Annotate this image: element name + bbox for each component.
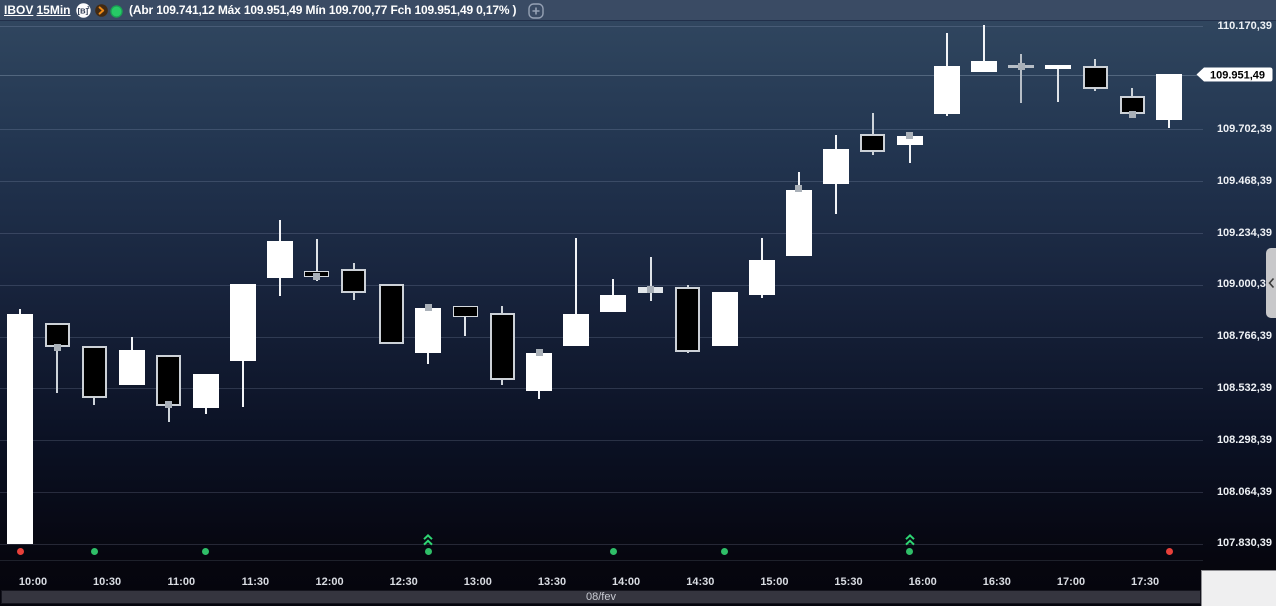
svg-text:[B]: [B] [78, 6, 89, 15]
svg-text:3: 3 [87, 5, 90, 10]
svg-text:109.951,49: 109.951,49 [1210, 69, 1265, 81]
